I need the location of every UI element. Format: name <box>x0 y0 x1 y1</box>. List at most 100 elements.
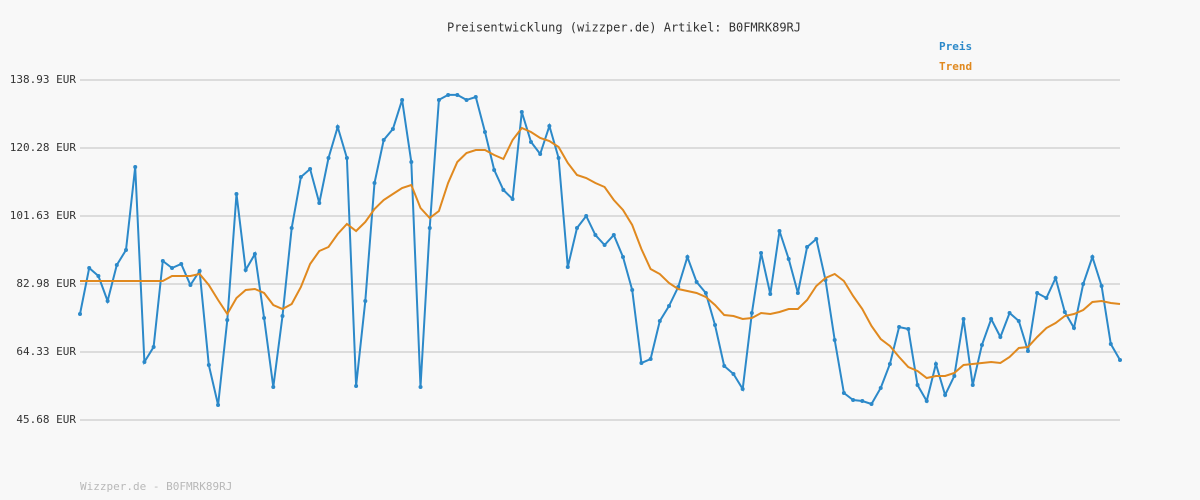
point <box>354 383 359 388</box>
point <box>105 298 110 303</box>
point <box>786 256 791 261</box>
point <box>418 385 423 390</box>
point <box>703 290 708 295</box>
point <box>510 196 515 201</box>
point <box>685 254 690 259</box>
point <box>989 317 994 322</box>
point <box>492 167 497 172</box>
point <box>1062 310 1067 315</box>
point <box>114 262 119 267</box>
line-trend <box>80 126 1121 380</box>
point <box>979 342 984 347</box>
point <box>1099 283 1104 288</box>
point <box>179 261 184 266</box>
point <box>197 268 202 273</box>
point <box>933 361 938 366</box>
point <box>722 364 727 369</box>
point <box>869 401 874 406</box>
y-tick-label: 120.28 EUR <box>10 141 77 154</box>
chart-title: Preisentwicklung (wizzper.de) Artikel: B… <box>447 21 801 35</box>
point <box>556 155 561 160</box>
point <box>1053 275 1058 280</box>
point <box>252 251 257 256</box>
point <box>841 390 846 395</box>
point <box>1081 282 1086 286</box>
footer: Wizzper.de - B0FMRK89RJ <box>80 480 232 493</box>
point <box>326 155 331 160</box>
point <box>952 373 957 378</box>
point <box>446 92 451 97</box>
point <box>298 174 303 179</box>
point <box>160 258 165 263</box>
point <box>887 361 892 366</box>
point <box>731 371 736 376</box>
point <box>1118 357 1122 362</box>
point <box>289 225 294 230</box>
point <box>1007 310 1012 315</box>
point <box>897 324 902 329</box>
point <box>400 97 405 102</box>
y-tick-label: 45.68 EUR <box>16 413 76 426</box>
point <box>390 126 395 131</box>
point <box>878 385 883 390</box>
point <box>832 338 837 343</box>
point <box>740 387 745 392</box>
point <box>188 282 193 287</box>
y-tick-label: 82.98 EUR <box>16 277 76 290</box>
point <box>805 244 810 249</box>
point <box>234 191 239 196</box>
point <box>970 382 975 387</box>
point <box>262 315 267 320</box>
point <box>436 97 441 102</box>
point <box>630 287 635 292</box>
point <box>216 403 221 408</box>
point <box>363 298 368 303</box>
point <box>777 228 782 233</box>
point <box>1035 290 1040 295</box>
point <box>344 155 349 160</box>
point <box>860 399 865 404</box>
point <box>759 250 764 255</box>
point <box>611 232 616 237</box>
y-tick-label: 64.33 EUR <box>16 345 76 358</box>
point <box>1016 318 1021 323</box>
point <box>943 392 948 397</box>
legend-label: Preis <box>939 40 972 53</box>
point <box>133 164 138 169</box>
point <box>538 151 543 156</box>
point <box>593 232 598 237</box>
point <box>142 359 147 364</box>
point <box>473 94 478 99</box>
point <box>565 264 570 269</box>
point <box>225 317 230 322</box>
point <box>621 254 626 259</box>
point <box>528 139 533 144</box>
point <box>961 317 966 322</box>
point <box>602 242 607 247</box>
point <box>206 362 211 367</box>
point <box>657 318 662 323</box>
point <box>1071 325 1076 330</box>
point <box>906 326 911 331</box>
point <box>574 225 579 230</box>
point <box>713 322 718 327</box>
point <box>335 124 340 129</box>
point <box>519 109 524 114</box>
point <box>749 310 754 315</box>
point <box>1025 348 1030 353</box>
point <box>271 385 276 390</box>
point <box>464 97 469 102</box>
point <box>648 357 653 362</box>
point <box>381 137 386 142</box>
point <box>455 92 460 97</box>
y-tick-label: 101.63 EUR <box>10 209 77 222</box>
point <box>1108 341 1113 346</box>
point <box>427 225 432 230</box>
point <box>96 273 101 278</box>
point <box>317 200 322 205</box>
point <box>768 291 773 296</box>
point <box>1044 296 1049 301</box>
line-preis <box>79 93 1121 406</box>
legend-label: Trend <box>939 60 972 73</box>
